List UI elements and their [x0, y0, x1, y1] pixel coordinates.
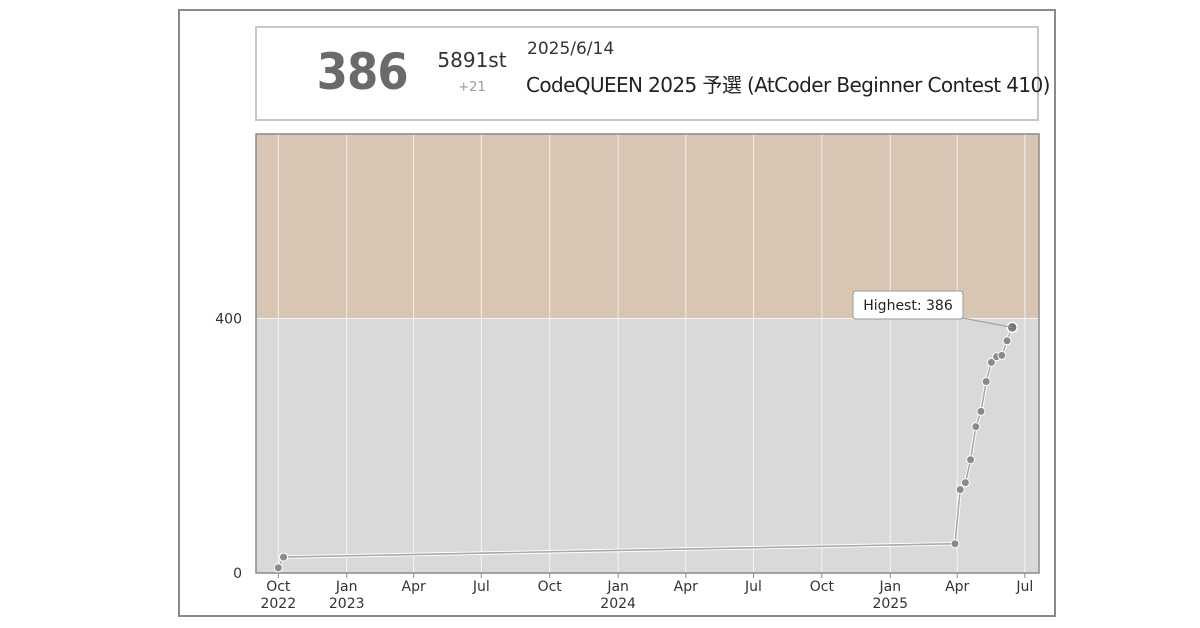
x-tick-year: 2025 — [872, 596, 908, 612]
chart-grid — [256, 134, 1039, 573]
contest-name[interactable]: CodeQUEEN 2025 予選 (AtCoder Beginner Cont… — [526, 73, 1050, 97]
data-point — [1002, 336, 1012, 346]
rating-series — [273, 321, 1018, 573]
current-rating: 386 — [316, 43, 409, 101]
x-tick-year: 2022 — [260, 596, 296, 612]
data-point — [971, 422, 981, 432]
x-tick-label: Jan — [335, 579, 358, 595]
rating-change: +21 — [458, 80, 486, 95]
x-tick-year: 2023 — [329, 596, 365, 612]
highest-annotation: Highest: 386 — [852, 290, 1013, 328]
data-point — [966, 455, 976, 465]
x-tick-year: 2024 — [600, 596, 636, 612]
plot-border — [255, 133, 1040, 574]
y-axis-ticks: 0 400 — [215, 312, 242, 582]
x-tick-label: Apr — [945, 579, 969, 595]
data-point — [273, 563, 283, 573]
data-point — [960, 478, 970, 488]
annotation-label: Highest: 386 — [863, 298, 953, 314]
annotation-box — [852, 290, 964, 320]
annotation-leader — [956, 316, 1013, 328]
x-tick-label: Jul — [1015, 579, 1033, 595]
x-tick-label: Apr — [674, 579, 698, 595]
x-tick-label: Oct — [810, 579, 835, 595]
data-point — [986, 357, 996, 367]
data-point — [981, 376, 991, 386]
x-tick-label: Oct — [266, 579, 291, 595]
data-point — [279, 552, 289, 562]
x-tick-label: Apr — [402, 579, 426, 595]
data-point — [976, 406, 986, 416]
rating-band-0 — [256, 318, 1039, 573]
contest-rank: 5891st — [437, 48, 507, 72]
contest-date: 2025/6/14 — [527, 39, 615, 59]
data-point — [997, 350, 1007, 360]
y-tick-label: 400 — [215, 312, 242, 328]
x-tick-label: Jul — [472, 579, 490, 595]
x-tick-label: Oct — [538, 579, 563, 595]
x-tick-label: Jan — [878, 579, 901, 595]
rating-bands — [256, 134, 1039, 573]
contest-status-panel — [255, 26, 1039, 121]
x-tick-label: Jul — [744, 579, 762, 595]
y-tick-label: 0 — [233, 566, 242, 582]
data-point — [955, 485, 965, 495]
data-point — [950, 539, 960, 549]
rating-band-1 — [256, 134, 1039, 319]
x-tick-label: Jan — [606, 579, 629, 595]
